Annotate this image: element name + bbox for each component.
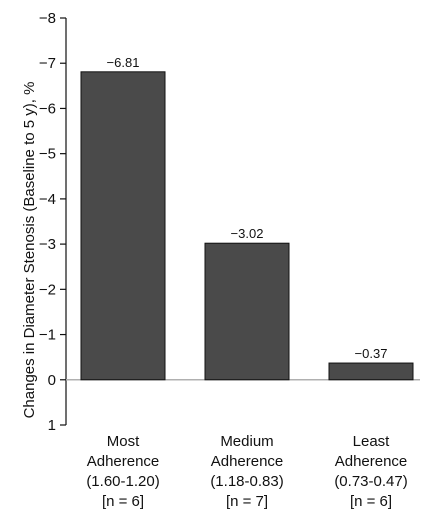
bar bbox=[328, 362, 414, 381]
category-label: [n = 7] bbox=[226, 493, 268, 510]
category-label: (1.60-1.20) bbox=[86, 473, 159, 490]
y-tick-label: −8 bbox=[39, 10, 56, 27]
y-axis: −8 −7 −6 −5 −4 −3 −2 −1 0 1 bbox=[39, 10, 67, 434]
bar bbox=[80, 71, 166, 381]
bars bbox=[80, 71, 414, 381]
category-label: Least bbox=[353, 433, 391, 450]
category-label: Medium bbox=[220, 433, 273, 450]
y-tick-label: −4 bbox=[39, 191, 56, 208]
category-label: Most bbox=[107, 433, 140, 450]
category-label: Adherence bbox=[87, 453, 160, 470]
bar-value-label: −6.81 bbox=[107, 55, 140, 70]
category-label: Adherence bbox=[335, 453, 408, 470]
category-label: Adherence bbox=[211, 453, 284, 470]
bar-value-label: −0.37 bbox=[355, 346, 388, 361]
y-tick-label: −5 bbox=[39, 146, 56, 163]
category-label: (1.18-0.83) bbox=[210, 473, 283, 490]
category-label: [n = 6] bbox=[350, 493, 392, 510]
y-axis-label: Changes in Diameter Stenosis (Baseline t… bbox=[21, 82, 38, 419]
y-tick-label: −7 bbox=[39, 55, 56, 72]
y-tick-label: −2 bbox=[39, 281, 56, 298]
bar bbox=[204, 242, 290, 381]
y-axis-title: Changes in Diameter Stenosis (Baseline t… bbox=[21, 82, 38, 419]
category-labels: Most Adherence (1.60-1.20) [n = 6] Medium Adh… bbox=[86, 433, 407, 510]
category-label: (0.73-0.47) bbox=[334, 473, 407, 490]
category-label: [n = 6] bbox=[102, 493, 144, 510]
y-tick-label: −6 bbox=[39, 100, 56, 117]
y-tick-label: −1 bbox=[39, 327, 56, 344]
y-tick-label: 1 bbox=[48, 417, 56, 434]
y-tick-label: 0 bbox=[48, 372, 56, 389]
data-labels: −6.81 −3.02 −0.37 bbox=[107, 55, 388, 361]
bar-value-label: −3.02 bbox=[231, 226, 264, 241]
y-tick-label: −3 bbox=[39, 236, 56, 253]
